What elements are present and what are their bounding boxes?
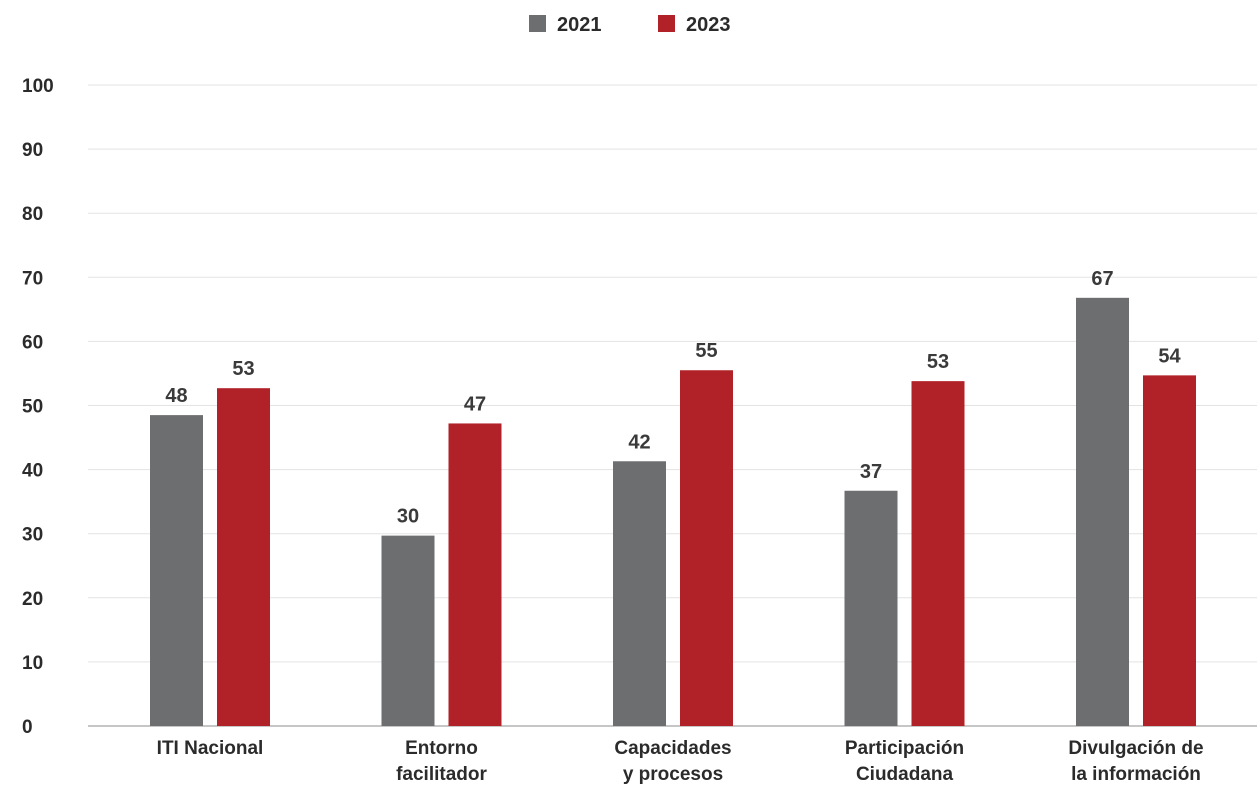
x-tick-label: ITI Nacional [157, 738, 264, 759]
data-label: 53 [927, 351, 949, 373]
x-tick-label: Participación [845, 738, 964, 759]
bar-2023 [680, 370, 733, 726]
bar-2023 [1143, 375, 1196, 726]
bar-2021 [613, 461, 666, 726]
bars: 48 53 30 47 42 55 37 53 67 54 [150, 268, 1196, 726]
y-axis: 0 10 20 30 40 50 60 70 80 90 100 [22, 76, 54, 738]
y-tick-label: 50 [22, 397, 43, 418]
y-tick-label: 10 [22, 653, 43, 674]
bar-2021 [150, 415, 203, 726]
data-label: 54 [1158, 345, 1181, 367]
bar-2021 [844, 490, 898, 726]
bar-2023 [448, 423, 502, 726]
x-tick-label: facilitador [396, 764, 487, 785]
data-label: 48 [165, 385, 187, 407]
bar-2021 [1076, 297, 1129, 726]
data-label: 37 [860, 461, 882, 483]
data-label: 55 [695, 340, 717, 362]
data-label: 47 [464, 393, 486, 415]
x-tick-label: la información [1071, 764, 1201, 785]
legend: 2021 2023 [529, 14, 731, 36]
legend-label: 2021 [557, 14, 602, 36]
y-tick-label: 20 [22, 589, 43, 610]
bar-2021 [381, 535, 435, 726]
y-tick-label: 100 [22, 76, 54, 97]
y-tick-label: 60 [22, 332, 43, 353]
x-tick-label: Divulgación de [1068, 738, 1203, 759]
y-tick-label: 40 [22, 461, 43, 482]
gridlines [88, 84, 1257, 727]
data-label: 30 [397, 506, 419, 528]
bar-2023 [911, 381, 965, 726]
legend-swatch [529, 15, 546, 32]
y-tick-label: 80 [22, 204, 43, 225]
y-tick-label: 70 [22, 268, 43, 289]
y-tick-label: 90 [22, 140, 43, 161]
y-tick-label: 30 [22, 525, 43, 546]
bar-2023 [217, 388, 270, 726]
x-tick-label: Ciudadana [856, 764, 954, 785]
y-tick-label: 0 [22, 717, 33, 738]
x-tick-label: Entorno [405, 738, 478, 759]
data-label: 53 [232, 358, 254, 380]
x-tick-label: y procesos [623, 764, 723, 785]
legend-swatch [658, 15, 675, 32]
data-label: 67 [1091, 268, 1113, 290]
x-tick-label: Capacidades [614, 738, 731, 759]
x-axis: ITI Nacional Entorno facilitador Capacidade… [157, 738, 1204, 785]
data-label: 42 [628, 431, 650, 453]
legend-label: 2023 [686, 14, 731, 36]
